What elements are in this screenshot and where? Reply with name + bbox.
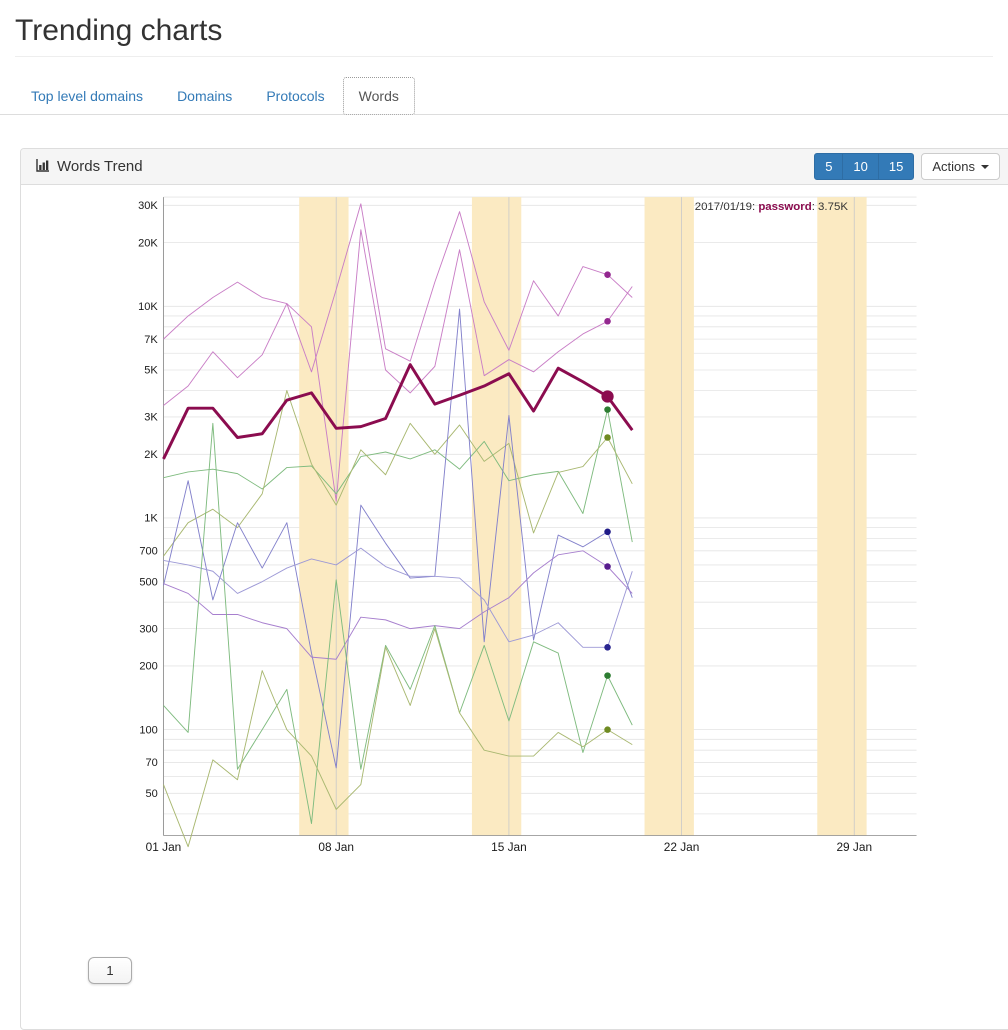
hover-dot-pink-2 — [604, 317, 611, 325]
series-line-password[interactable] — [162, 363, 634, 460]
panel-heading: Words Trend 5 10 15 Actions — [21, 149, 1008, 185]
y-tick-label: 5K — [144, 365, 158, 377]
tab-link-domains[interactable]: Domains — [177, 88, 233, 104]
weekend-band — [299, 197, 349, 836]
page-title: Trending charts — [15, 14, 223, 47]
actions-button-label: Actions — [932, 159, 975, 174]
series-line-purple-1[interactable] — [163, 550, 633, 660]
period-button-5[interactable]: 5 — [814, 153, 844, 180]
x-tick-label: 08 Jan — [318, 840, 354, 854]
hover-dot-green-2 — [604, 672, 611, 679]
series-line-olive-1[interactable] — [163, 390, 633, 557]
tab-words: Words — [342, 77, 415, 115]
hover-dot-lavender-1 — [604, 644, 611, 651]
page-header: Trending charts — [15, 0, 993, 57]
series-line-green-2[interactable] — [163, 422, 633, 824]
y-tick-label: 700 — [139, 545, 157, 557]
y-tick-label: 7K — [144, 334, 158, 346]
tooltip-word: password — [758, 201, 811, 213]
chevron-down-icon — [981, 164, 989, 169]
y-tick-label: 200 — [139, 661, 157, 673]
period-button-group: 5 10 15 — [814, 153, 915, 180]
y-tick-label: 300 — [139, 623, 157, 635]
tab-protocols: Protocols — [250, 77, 340, 115]
actions-button[interactable]: Actions — [921, 153, 1000, 180]
bar-chart-icon — [36, 158, 50, 176]
tab-link-protocols[interactable]: Protocols — [266, 88, 325, 104]
hover-dot-olive-1 — [604, 434, 611, 441]
series-line-green-1[interactable] — [163, 409, 633, 543]
tab-domains: Domains — [161, 77, 248, 115]
series-line-olive-2[interactable] — [163, 628, 633, 848]
y-tick-label: 1K — [144, 513, 158, 525]
series-line-blue-1[interactable] — [163, 308, 633, 769]
panel-title: Words Trend — [36, 158, 143, 176]
hover-dot-pink-1 — [604, 271, 611, 278]
y-tick-label: 2K — [144, 449, 158, 461]
panel-title-label: Words Trend — [57, 158, 143, 175]
tab-top-level-domains: Top level domains — [15, 77, 159, 115]
y-tick-label: 10K — [138, 301, 158, 313]
y-tick-label: 100 — [139, 724, 157, 736]
hover-dot-olive-2 — [604, 726, 611, 733]
hover-dot-purple-1 — [604, 563, 611, 570]
y-tick-label: 500 — [139, 576, 157, 588]
tab-link-top-level-domains[interactable]: Top level domains — [31, 88, 144, 104]
x-tick-label: 15 Jan — [491, 840, 527, 854]
y-tick-label: 30K — [138, 200, 158, 212]
weekend-band — [817, 197, 867, 836]
y-tick-label: 20K — [138, 237, 158, 249]
tab-link-words[interactable]: Words — [342, 77, 415, 115]
hover-dot-green-1 — [604, 406, 611, 413]
chart-handle[interactable]: 1 — [88, 957, 132, 984]
weekend-band — [471, 197, 522, 836]
tab-bar: Top level domains Domains Protocols Words — [0, 77, 1008, 115]
y-tick-label: 70 — [145, 757, 157, 769]
series-line-lavender-1[interactable] — [163, 547, 633, 648]
period-button-15[interactable]: 15 — [877, 153, 915, 180]
hover-dot-password — [601, 390, 614, 403]
panel-toolbar: 5 10 15 Actions — [814, 153, 1008, 180]
series-line-pink-2[interactable] — [163, 229, 633, 502]
series-line-pink-1[interactable] — [163, 203, 633, 373]
period-button-10[interactable]: 10 — [842, 153, 879, 180]
x-tick-label: 22 Jan — [664, 840, 700, 854]
y-tick-label: 3K — [144, 412, 158, 424]
y-tick-label: 50 — [145, 788, 157, 800]
tooltip-text: 2017/01/19: password: 3.75K — [695, 201, 849, 213]
weekend-band — [644, 197, 694, 836]
x-tick-label: 29 Jan — [836, 840, 872, 854]
words-trend-chart[interactable]: 2017/01/19: password: 3.75K 30K 20K 10K 7K 5K… — [0, 184, 1008, 1014]
hover-dot-blue-1 — [604, 528, 611, 536]
x-tick-label: 01 Jan — [146, 840, 182, 854]
